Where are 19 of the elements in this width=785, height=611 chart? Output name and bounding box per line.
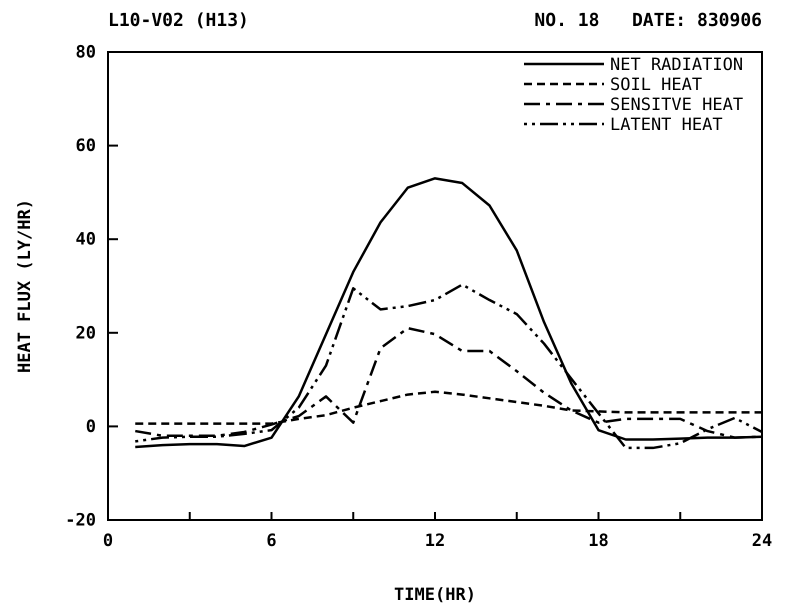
- chart-title: L10-V02 (H13): [108, 10, 249, 31]
- y-tick-label: 80: [76, 42, 96, 62]
- y-tick-label: -20: [65, 510, 96, 530]
- legend-label: SOIL HEAT: [610, 75, 702, 95]
- legend-label: LATENT HEAT: [610, 115, 723, 135]
- chart-subtitle: NO. 18 DATE: 830906: [534, 10, 762, 31]
- x-tick-label: 6: [266, 531, 277, 552]
- x-tick-label: 0: [102, 531, 114, 552]
- x-tick-label: 24: [752, 531, 772, 552]
- y-tick-label: 60: [76, 136, 96, 156]
- y-axis-title: HEAT FLUX (LY/HR): [15, 199, 35, 373]
- x-tick-label: 12: [424, 531, 446, 552]
- legend-label: SENSITVE HEAT: [610, 95, 744, 115]
- y-tick-label: 0: [86, 416, 96, 437]
- legend-label: NET RADIATION: [610, 55, 744, 75]
- x-axis-title: TIME(HR): [394, 585, 476, 605]
- y-tick-label: 40: [76, 230, 96, 250]
- x-tick-label: 18: [588, 531, 609, 552]
- y-tick-label: 20: [76, 323, 96, 344]
